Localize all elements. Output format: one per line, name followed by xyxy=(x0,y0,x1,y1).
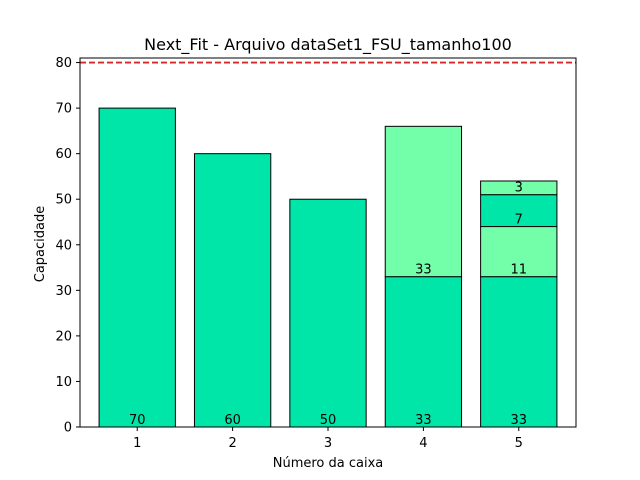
bar-segment xyxy=(480,180,558,196)
x-axis-label: Número da caixa xyxy=(273,456,384,471)
y-tick-label: 50 xyxy=(55,193,72,208)
bar-segment xyxy=(193,153,272,428)
x-tick-label: 3 xyxy=(324,436,332,451)
y-tick-label: 40 xyxy=(55,238,72,253)
y-tick-label: 20 xyxy=(55,329,72,344)
bar-segment xyxy=(289,198,367,428)
y-tick-label: 0 xyxy=(64,421,72,436)
y-tick-label: 10 xyxy=(55,375,72,390)
y-axis-label: Capacidade xyxy=(33,206,48,283)
bar-segment xyxy=(384,125,463,278)
data-label: 60 xyxy=(224,413,241,428)
data-label: 50 xyxy=(320,413,337,428)
data-label: 33 xyxy=(415,263,432,278)
bar-segment xyxy=(480,194,558,228)
y-tick-label: 70 xyxy=(55,102,72,117)
bar-segment xyxy=(480,276,558,428)
x-tick-label: 2 xyxy=(228,436,236,451)
chart-title: Next_Fit - Arquivo dataSet1_FSU_tamanho1… xyxy=(144,35,512,55)
bar-segment xyxy=(98,107,176,428)
data-label: 70 xyxy=(129,413,146,428)
x-tick-label: 1 xyxy=(133,436,141,451)
x-tick-label: 4 xyxy=(419,436,427,451)
data-label: 33 xyxy=(510,413,527,428)
data-label: 11 xyxy=(510,263,527,278)
bar-segment xyxy=(480,226,558,278)
x-tick-label: 5 xyxy=(515,436,523,451)
bar-segment xyxy=(384,276,463,428)
y-tick-label: 60 xyxy=(55,147,72,162)
data-label: 3 xyxy=(515,181,523,196)
data-label: 7 xyxy=(515,213,523,228)
y-tick-label: 30 xyxy=(55,284,72,299)
data-label: 33 xyxy=(415,413,432,428)
y-tick-label: 80 xyxy=(55,56,72,71)
